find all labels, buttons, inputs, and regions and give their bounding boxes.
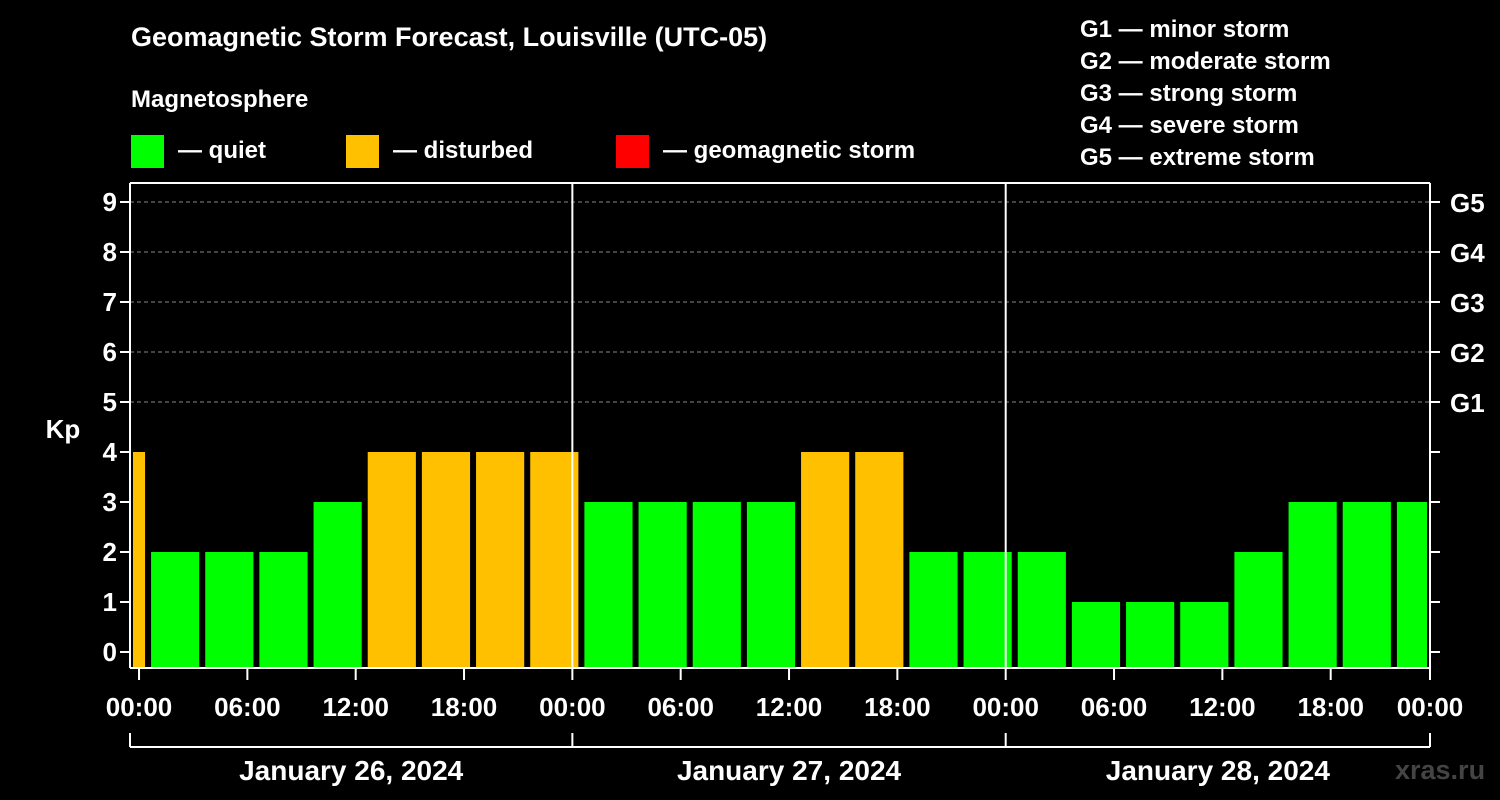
chart-subtitle: Magnetosphere [131,86,309,113]
bar-10 [638,502,687,668]
day-label-0: January 26, 2024 [239,755,464,786]
x-tick-label-11: 18:00 [1297,692,1364,722]
storm-scale-g5: G5 — extreme storm [1080,144,1315,171]
x-tick-label-10: 12:00 [1189,692,1256,722]
y-tick-label-6: 6 [103,337,117,367]
watermark: xras.ru [1395,755,1486,785]
bar-11 [692,502,741,668]
storm-scale-g3: G3 — strong storm [1080,80,1298,107]
day-axis: January 26, 2024 January 27, 2024 January … [129,733,1431,786]
y-tick-label-3: 3 [103,487,117,517]
bar-7 [476,452,525,668]
bar-series [133,452,1427,668]
bar-19 [1126,602,1175,668]
bar-1 [151,552,200,668]
legend-label-disturbed: — disturbed [393,137,534,164]
grid-lines [130,201,1430,403]
bar-8 [530,452,579,668]
bar-21 [1234,552,1283,668]
y-tick-label-1: 1 [103,587,117,617]
chart-title: Geomagnetic Storm Forecast, Louisville (… [131,22,768,52]
y-tick-label-2: 2 [103,537,117,567]
bar-20 [1180,602,1229,668]
bar-24 [1396,502,1427,668]
storm-scale-legend: G1 — minor storm G2 — moderate storm G3 … [1080,14,1331,174]
legend-label-quiet: — quiet [178,137,266,164]
storm-scale-g4: G4 — severe storm [1080,112,1299,139]
bar-9 [584,502,633,668]
y-tick-label-0: 0 [103,637,117,667]
y-ticks-right: G1 G2 G3 G4 G5 [1430,188,1485,653]
legend-item-quiet: — quiet [131,134,266,168]
x-tick-label-7: 18:00 [864,692,931,722]
x-tick-label-5: 06:00 [647,692,714,722]
right-tick-label-G1: G1 [1450,388,1485,418]
bar-14 [855,452,904,668]
bar-13 [801,452,850,668]
legend-swatch-disturbed [346,134,379,168]
right-tick-label-G5: G5 [1450,188,1485,218]
right-tick-label-G2: G2 [1450,338,1485,368]
bar-2 [205,552,254,668]
bar-12 [746,502,796,668]
x-tick-label-3: 18:00 [431,692,498,722]
legend-item-disturbed: — disturbed [346,134,533,168]
y-tick-label-4: 4 [103,437,118,467]
legend-swatch-quiet [131,134,164,168]
bar-22 [1288,502,1337,668]
day-label-1: January 27, 2024 [677,755,902,786]
bar-0 [133,452,146,668]
right-tick-label-G4: G4 [1450,238,1485,268]
y-tick-label-5: 5 [103,387,117,417]
legend-label-storm: — geomagnetic storm [663,137,916,164]
legend-item-storm: — geomagnetic storm [616,134,915,168]
bar-6 [421,452,471,668]
bar-17 [1017,552,1066,668]
day-label-2: January 28, 2024 [1106,755,1331,786]
y-ticks-left: 0 1 2 3 4 5 6 7 8 9 [103,187,130,667]
right-tick-label-G3: G3 [1450,288,1485,318]
bar-4 [313,502,362,668]
bar-3 [259,552,308,668]
bar-5 [367,452,416,668]
y-axis-title: Kp [46,414,81,444]
y-tick-label-8: 8 [103,237,117,267]
x-tick-label-1: 06:00 [214,692,281,722]
legend-swatch-storm [616,134,649,168]
x-tick-label-12: 00:00 [1397,692,1464,722]
storm-scale-g2: G2 — moderate storm [1080,48,1331,75]
bar-16 [963,552,1012,668]
storm-scale-g1: G1 — minor storm [1080,16,1290,43]
x-tick-label-9: 06:00 [1081,692,1148,722]
x-tick-label-4: 00:00 [539,692,606,722]
y-tick-label-9: 9 [103,187,117,217]
y-tick-label-7: 7 [103,287,117,317]
bar-18 [1071,602,1121,668]
bar-23 [1342,502,1391,668]
bar-15 [909,552,958,668]
x-tick-label-6: 12:00 [756,692,823,722]
x-tick-label-0: 00:00 [106,692,173,722]
x-ticks: 00:00 06:00 12:00 18:00 00:00 06:00 12:00 18:00… [106,668,1463,722]
x-tick-label-8: 00:00 [972,692,1039,722]
x-tick-label-2: 12:00 [322,692,389,722]
